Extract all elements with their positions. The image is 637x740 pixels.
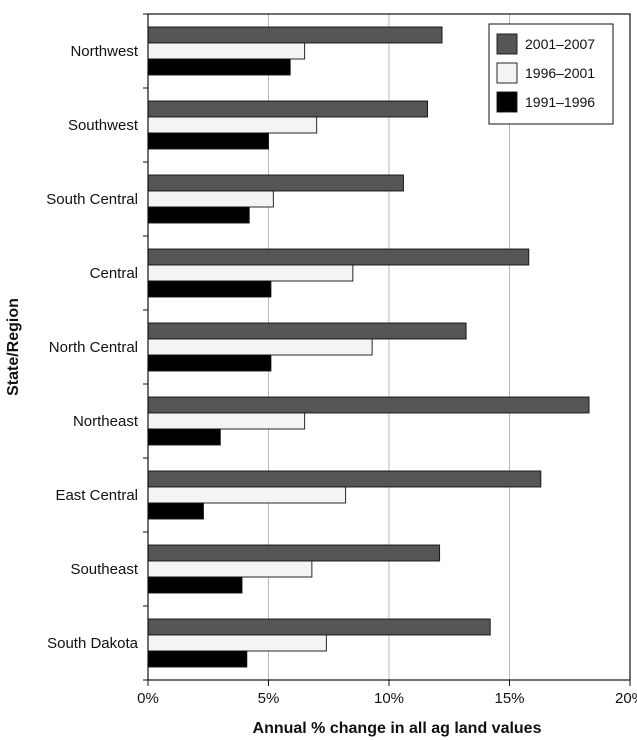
bar-8-0	[147, 618, 491, 636]
category-label-3: Central	[90, 265, 138, 282]
bar-5-0	[147, 396, 590, 414]
bar-1-0	[147, 100, 429, 118]
bar-3-0	[147, 248, 530, 266]
bar-7-1	[147, 560, 313, 578]
bar-7-0	[147, 544, 441, 562]
legend-swatch-0	[496, 33, 518, 55]
category-label-1: Southwest	[68, 117, 139, 134]
category-label-4: North Central	[49, 339, 138, 356]
category-label-0: Northwest	[70, 43, 138, 60]
bar-0-1	[147, 42, 306, 60]
bar-5-2	[147, 428, 221, 446]
category-label-5: Northeast	[73, 413, 139, 430]
bar-2-0	[147, 174, 404, 192]
bar-4-1	[147, 338, 373, 356]
bar-8-1	[147, 634, 327, 652]
bar-3-1	[147, 264, 354, 282]
bar-1-2	[147, 132, 269, 150]
bar-1-1	[147, 116, 318, 134]
legend-label-2: 1991–1996	[525, 94, 595, 110]
legend-label-0: 2001–2007	[525, 36, 595, 52]
x-tick-label-0: 0%	[137, 690, 159, 707]
y-axis-ticks: Northwest Southwest South Central Central No…	[46, 13, 148, 681]
x-tick-label-1: 5%	[258, 690, 280, 707]
bar-2-1	[147, 190, 274, 208]
legend: 2001–2007 1996–2001 1991–1996	[488, 23, 614, 125]
legend-label-1: 1996–2001	[525, 65, 595, 81]
bar-5-1	[147, 412, 306, 430]
x-axis-ticks: 0% 5% 10% 15% 20%	[137, 680, 637, 707]
x-tick-label-2: 10%	[374, 690, 404, 707]
bar-6-2	[147, 502, 204, 520]
category-label-8: South Dakota	[47, 635, 139, 652]
x-tick-label-3: 15%	[494, 690, 524, 707]
y-axis-title: State/Region	[5, 298, 22, 396]
legend-swatch-1	[496, 62, 518, 84]
category-label-2: South Central	[46, 191, 138, 208]
bar-4-2	[147, 354, 272, 372]
category-label-7: Southeast	[70, 561, 138, 578]
bar-3-2	[147, 280, 272, 298]
bar-6-1	[147, 486, 347, 504]
x-tick-label-4: 20%	[615, 690, 637, 707]
bar-0-0	[147, 26, 443, 44]
bar-0-2	[147, 58, 291, 76]
bar-2-2	[147, 206, 250, 224]
bar-7-2	[147, 576, 243, 594]
category-label-6: East Central	[55, 487, 138, 504]
bar-8-2	[147, 650, 248, 668]
bar-4-0	[147, 322, 467, 340]
bar-6-0	[147, 470, 542, 488]
legend-swatch-2	[496, 91, 518, 113]
x-axis-title: Annual % change in all ag land values	[253, 720, 542, 737]
